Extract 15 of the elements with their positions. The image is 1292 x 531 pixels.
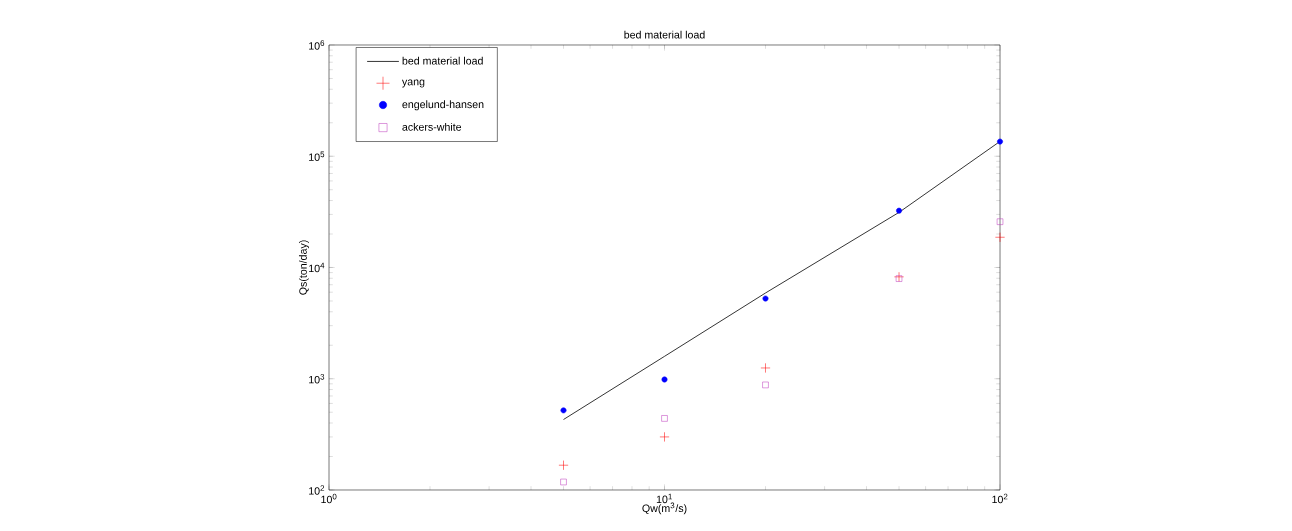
legend-label: ackers-white [402,122,462,131]
y-axis-title: Qs(ton/day) [298,240,309,295]
legend-label: bed material load [402,56,483,65]
y-tick-label: 10$^{6}$ [309,40,325,50]
x-tick-label: 10$^{0}$ [321,493,337,504]
chart-title: bed material load [624,30,705,39]
legend-label: engelund-hansen [402,100,484,111]
y-tick-label: 10$^{2}$ [309,485,325,495]
y-tick-label: 10$^{5}$ [309,151,325,161]
x-tick-label: 10$^{1}$ [656,493,672,504]
x-axis-title: Qw(m$^{3}$/s) [642,502,687,515]
x-tick-label: 10$^{2}$ [992,493,1008,504]
y-tick-label: 10$^{4}$ [309,262,325,273]
legend-label: yang [401,79,425,88]
y-tick-label: 10$^{3}$ [309,374,325,384]
